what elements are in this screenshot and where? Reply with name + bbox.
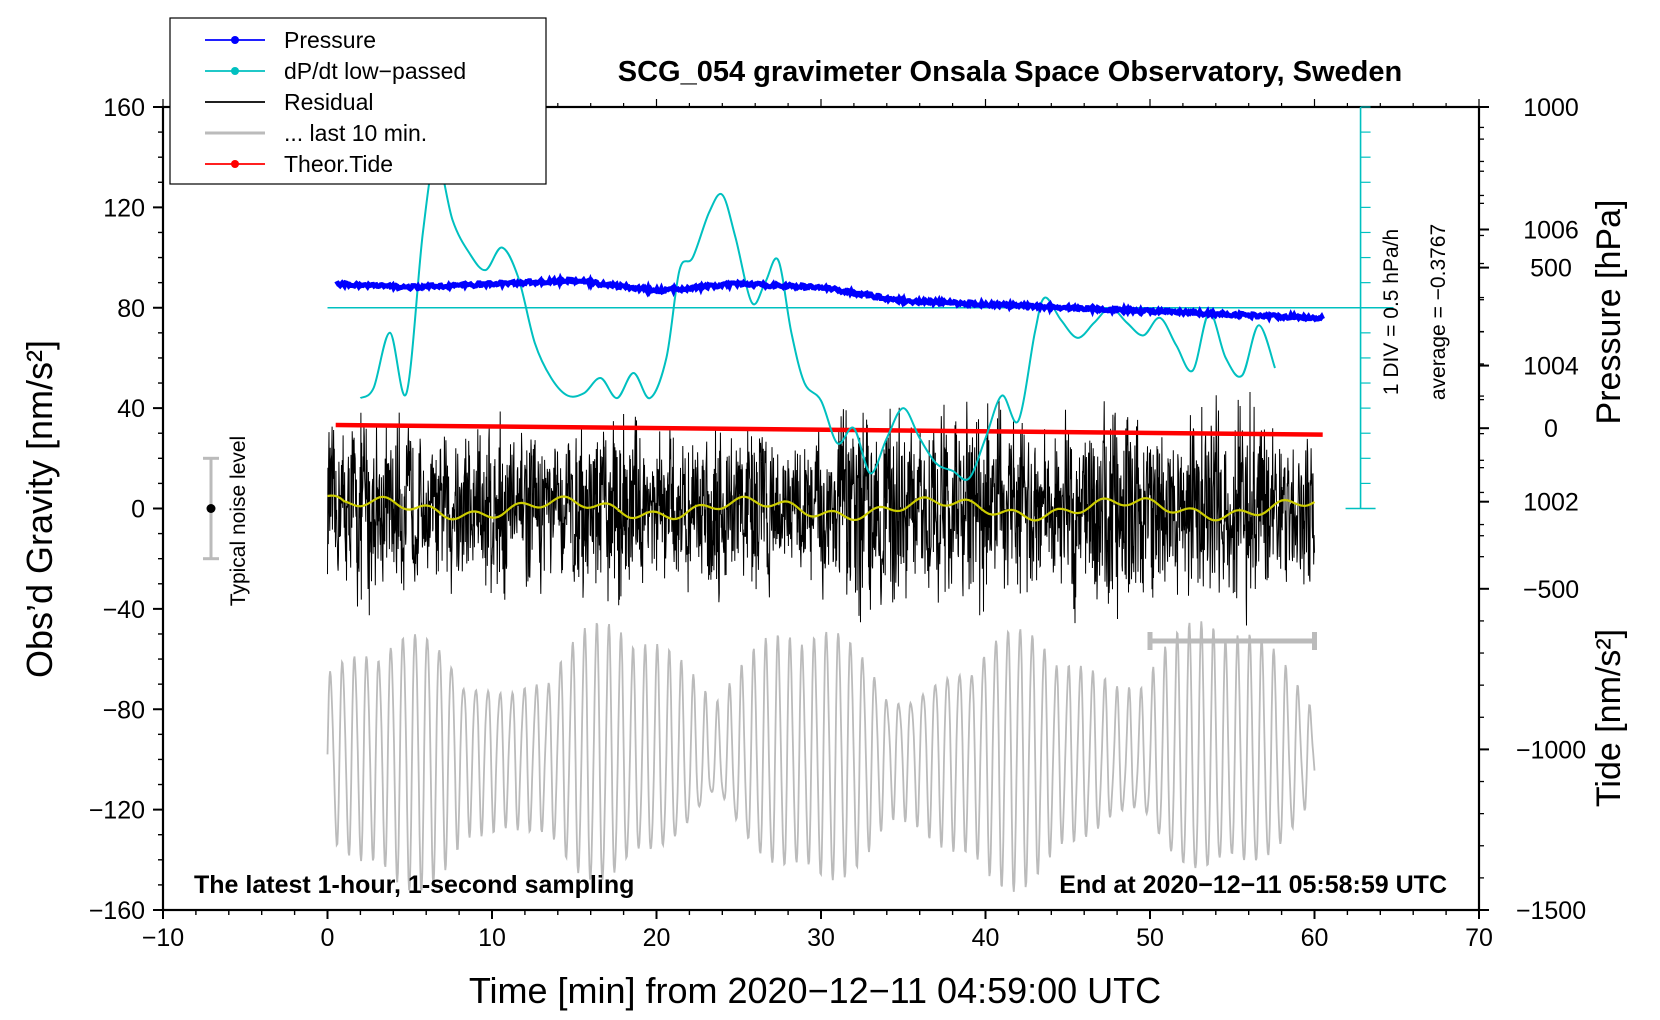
- noise-indicator: Typical noise level: [203, 436, 250, 606]
- legend-entries: Pressure dP/dt low−passed Residual ... last…: [205, 27, 466, 177]
- bottom-left-note: The latest 1-hour, 1-second sampling: [194, 871, 634, 899]
- x-tick-label: 10: [478, 924, 506, 952]
- last10-range-bar: [1147, 632, 1317, 650]
- tide-tick-label: −500: [1523, 576, 1579, 604]
- series-theor-tide-line: [335, 422, 1323, 437]
- pressure-tick-label: 1002: [1523, 489, 1579, 517]
- series-last-10-min-line: [326, 621, 1316, 892]
- x-tick-label: 50: [1136, 924, 1164, 952]
- pressure-rate-scale: [1345, 106, 1376, 510]
- legend-label: Pressure: [284, 27, 376, 53]
- x-tick-label: 20: [643, 924, 671, 952]
- legend-swatch-marker: [231, 67, 239, 75]
- legend-swatch-marker: [231, 160, 239, 168]
- y-tick-label: 160: [103, 94, 145, 122]
- x-tick-label: 60: [1301, 924, 1329, 952]
- tide-axis-label: Tide [nm/s²]: [1590, 629, 1628, 807]
- average-label: average = −0.3767: [1427, 224, 1450, 400]
- series-residual-line: [327, 391, 1315, 626]
- y-tick-label: −120: [89, 797, 145, 825]
- x-tick-label: −10: [142, 924, 184, 952]
- legend-label: dP/dt low−passed: [284, 58, 466, 84]
- y-tick-label: 0: [131, 496, 145, 524]
- tide-tick-label: 0: [1544, 415, 1558, 443]
- legend-label: Theor.Tide: [284, 151, 393, 177]
- legend-label: Residual: [284, 89, 374, 115]
- x-tick-label: 40: [972, 924, 1000, 952]
- series-pressure-line: [334, 272, 1325, 324]
- y-tick-label: −40: [103, 596, 145, 624]
- tide-tick-label: −1500: [1516, 897, 1586, 925]
- tide-tick-label: 500: [1530, 255, 1572, 283]
- y-tick-label: 120: [103, 194, 145, 222]
- tide-tick-label: 1000: [1523, 94, 1579, 122]
- tide-tick-label: −1000: [1516, 736, 1586, 764]
- y-tick-label: 80: [117, 295, 145, 323]
- noise-center-dot: [206, 504, 216, 513]
- div-label: 1 DIV = 0.5 hPa/h: [1380, 229, 1403, 395]
- legend-label: ... last 10 min.: [284, 120, 427, 146]
- x-axis-label: Time [min] from 2020−12−11 04:59:00 UTC: [469, 970, 1161, 1011]
- data-layer: [326, 156, 1394, 892]
- y-tick-label: 40: [117, 395, 145, 423]
- y-tick-label: −160: [89, 897, 145, 925]
- legend: Pressure dP/dt low−passed Residual ... last…: [169, 17, 547, 185]
- axes-layer: −10 0 10 20 30 40 50 60 70 160 120 80 40 0 −40 −80 −120 −…: [89, 94, 1586, 952]
- chart-title: SCG_054 gravimeter Onsala Space Observat…: [618, 56, 1402, 88]
- y-axis-label: Obs’d Gravity [nm/s²]: [19, 340, 60, 678]
- bottom-right-note: End at 2020−12−11 05:58:59 UTC: [1059, 871, 1447, 899]
- x-tick-label: 70: [1465, 924, 1493, 952]
- pressure-tick-label: 1006: [1523, 216, 1579, 244]
- legend-box: [169, 17, 547, 185]
- series-residual-smoothed-line: [327, 494, 1316, 522]
- pressure-axis-label: Pressure [hPa]: [1590, 200, 1628, 425]
- noise-label: Typical noise level: [227, 436, 250, 606]
- x-tick-label: 30: [807, 924, 835, 952]
- y-tick-label: −80: [103, 696, 145, 724]
- pressure-tick-label: 1004: [1523, 353, 1579, 381]
- x-tick-label: 0: [321, 924, 335, 952]
- legend-swatch-marker: [231, 36, 239, 44]
